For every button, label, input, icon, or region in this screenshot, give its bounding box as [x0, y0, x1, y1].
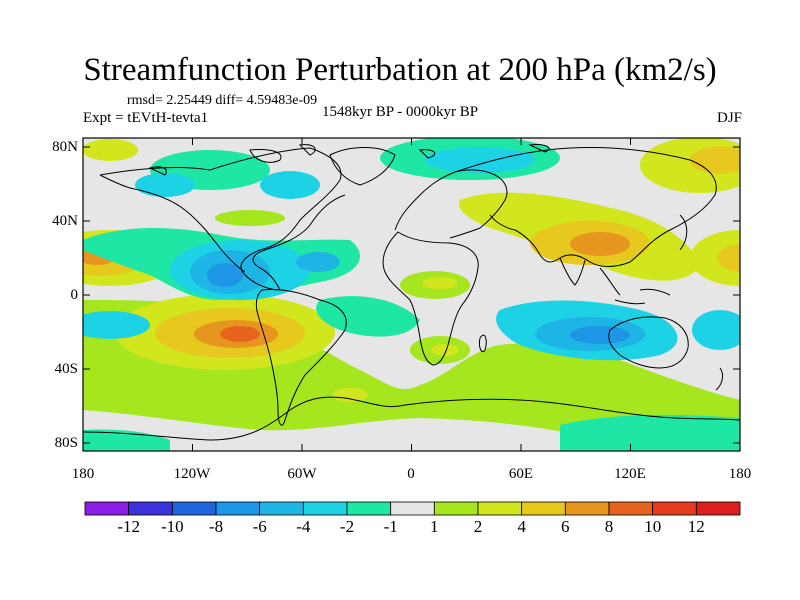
stats-text: rmsd= 2.25449 diff= 4.59483e-09: [127, 93, 318, 108]
colorbar-label: -10: [160, 517, 184, 536]
colorbar-swatch: [608, 501, 654, 516]
antarctic-band: [83, 380, 740, 451]
experiment-label: Expt = tEVtH-tevta1: [83, 110, 209, 126]
lon-label-0: 0: [407, 466, 415, 482]
colorbar: [84, 501, 741, 516]
colorbar-label: 6: [561, 517, 570, 536]
lat-label-40n: 40N: [52, 213, 78, 229]
colorbar-swatch: [521, 501, 566, 516]
streamfunction-field: [83, 138, 740, 451]
lon-label-60w: 60W: [287, 466, 317, 482]
colorbar-swatch: [171, 501, 217, 516]
lat-label-eq: 0: [70, 287, 79, 303]
season-label: DJF: [716, 110, 742, 126]
colorbar-label: -8: [208, 517, 224, 536]
lon-label-120e: 120E: [614, 466, 646, 482]
colorbar-swatch: [215, 501, 261, 516]
axis-ticks: [82, 138, 741, 451]
colorbar-label: 2: [473, 517, 483, 536]
colorbar-label: -2: [339, 517, 355, 536]
colorbar-swatch: [390, 501, 435, 516]
colorbar-swatch: [128, 501, 173, 516]
lat-label-80n: 80N: [52, 139, 78, 155]
colorbar-swatch: [564, 501, 610, 516]
colorbar-label: 1: [430, 517, 439, 536]
colorbar-swatch: [84, 501, 130, 516]
colorbar-label: -12: [117, 517, 141, 536]
lon-label-180e: 180: [728, 466, 752, 482]
colorbar-label: -4: [296, 517, 311, 536]
period-label: 1548kyr BP - 0000kyr BP: [322, 104, 479, 120]
colorbar-swatch: [259, 501, 304, 516]
colorbar-label: 4: [517, 517, 526, 536]
colorbar-swatch: [346, 501, 392, 516]
colorbar-swatch: [695, 501, 741, 516]
lon-label-120w: 120W: [173, 466, 211, 482]
lon-label-60e: 60E: [508, 466, 534, 482]
colorbar-swatch: [477, 501, 523, 516]
colorbar-label: -1: [383, 517, 398, 536]
lat-label-40s: 40S: [54, 361, 78, 377]
colorbar-swatch: [433, 501, 479, 516]
colorbar-label: 12: [687, 517, 705, 536]
plot-title: Streamfunction Perturbation at 200 hPa (…: [83, 52, 717, 88]
colorbar-label: 10: [644, 517, 662, 536]
colorbar-swatch: [302, 501, 348, 516]
colorbar-swatch: [652, 501, 697, 516]
coastlines: [83, 144, 740, 441]
lon-label-180w: 180: [71, 466, 95, 482]
colorbar-label: 8: [604, 517, 614, 536]
lat-label-80s: 80S: [54, 435, 78, 451]
colorbar-label: -6: [252, 517, 267, 536]
